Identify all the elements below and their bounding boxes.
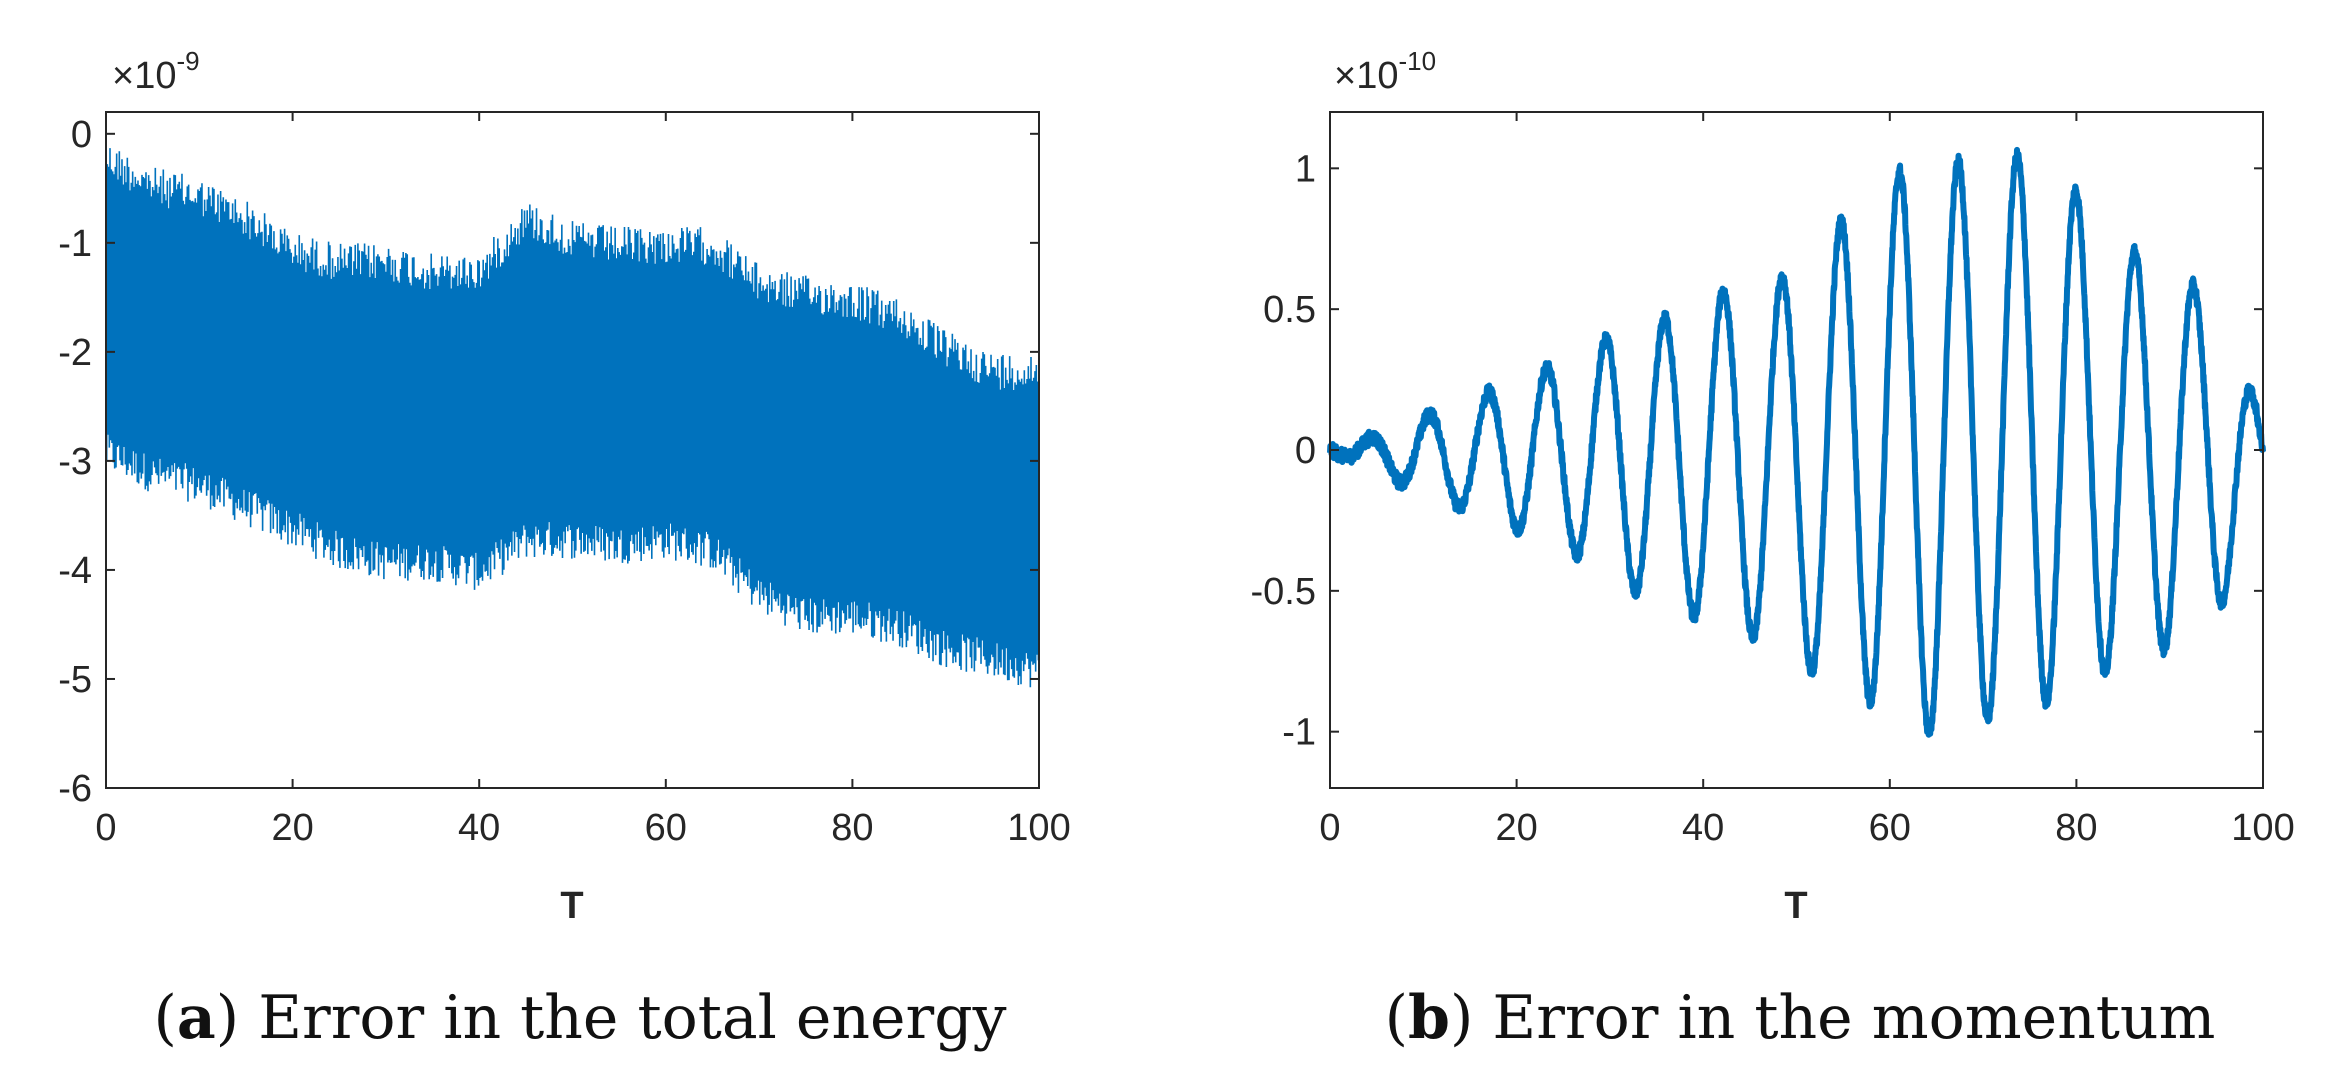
panel-b-x-tick-label: 100: [2231, 807, 2294, 849]
panel-b-x-tick-label: 40: [1682, 807, 1724, 849]
panel-a-axes-box: [105, 111, 1040, 789]
panel-a-x-tick-label: 20: [271, 807, 313, 849]
panel-a-caption: (a) Error in the total energy: [153, 983, 1006, 1053]
panel-a-x-tick-label: 80: [831, 807, 873, 849]
panel-b-series-line: [1327, 146, 2266, 738]
panel-a-x-tick-label: 100: [1007, 807, 1070, 849]
panel-a-y-tick-label: -1: [58, 223, 92, 265]
panel-b-y-tick-label: -0.5: [1251, 571, 1316, 613]
panel-b-x-tick-label: 0: [1319, 807, 1340, 849]
panel-b-y-tick-label: 0.5: [1263, 289, 1316, 331]
panel-a-y-ticks: 0 -1 -2 -3 -4 -5 -6: [58, 114, 1039, 810]
panel-a-x-tick-label: 60: [645, 807, 687, 849]
panel-a-y-tick-label: -5: [58, 659, 92, 701]
panel-a-plot-area: [105, 148, 1040, 688]
panel-b-y-tick-label: -1: [1282, 712, 1316, 754]
panel-a-series-line: [105, 148, 1040, 688]
panel-b-y-tick-label: 1: [1295, 148, 1316, 190]
panel-a-y-tick-label: -6: [58, 768, 92, 810]
panel-a-y-tick-label: -3: [58, 441, 92, 483]
panel-a-x-tick-label: 40: [458, 807, 500, 849]
panel-b-x-tick-label: 20: [1495, 807, 1537, 849]
panel-b-exponent: ×10-10: [1334, 46, 1436, 97]
panel-a-y-tick-label: -4: [58, 550, 92, 592]
panel-a-y-tick-label: -2: [58, 332, 92, 374]
panel-b-caption: (b) Error in the momentum: [1385, 983, 2216, 1053]
panel-b-plot-area: [1327, 146, 2266, 738]
panel-b-x-axis-label: T: [1784, 885, 1807, 927]
panel-a-energy-error: 0 20 40 60 80 100 0 -1 -2 -3 -4 -5 -6 ×10-9 T (a) E…: [58, 46, 1071, 1053]
panel-b-y-ticks: 1 0.5 0 -0.5 -1: [1251, 148, 2263, 754]
panel-b-y-tick-label: 0: [1295, 430, 1316, 472]
panel-a-x-ticks: 0 20 40 60 80 100: [95, 112, 1071, 849]
panel-a-exponent: ×10-9: [112, 46, 200, 97]
panel-b-momentum-error: 0 20 40 60 80 100 1 0.5 0 -0.5 -1 ×10-10 T (b) Er…: [1251, 46, 2295, 1053]
panel-a-x-tick-label: 0: [95, 807, 116, 849]
panel-a-y-tick-label: 0: [71, 114, 92, 156]
panel-b-x-ticks: 0 20 40 60 80 100: [1319, 112, 2295, 849]
panel-b-x-tick-label: 80: [2055, 807, 2097, 849]
panel-b-x-tick-label: 60: [1869, 807, 1911, 849]
panel-a-x-axis-label: T: [560, 885, 583, 927]
